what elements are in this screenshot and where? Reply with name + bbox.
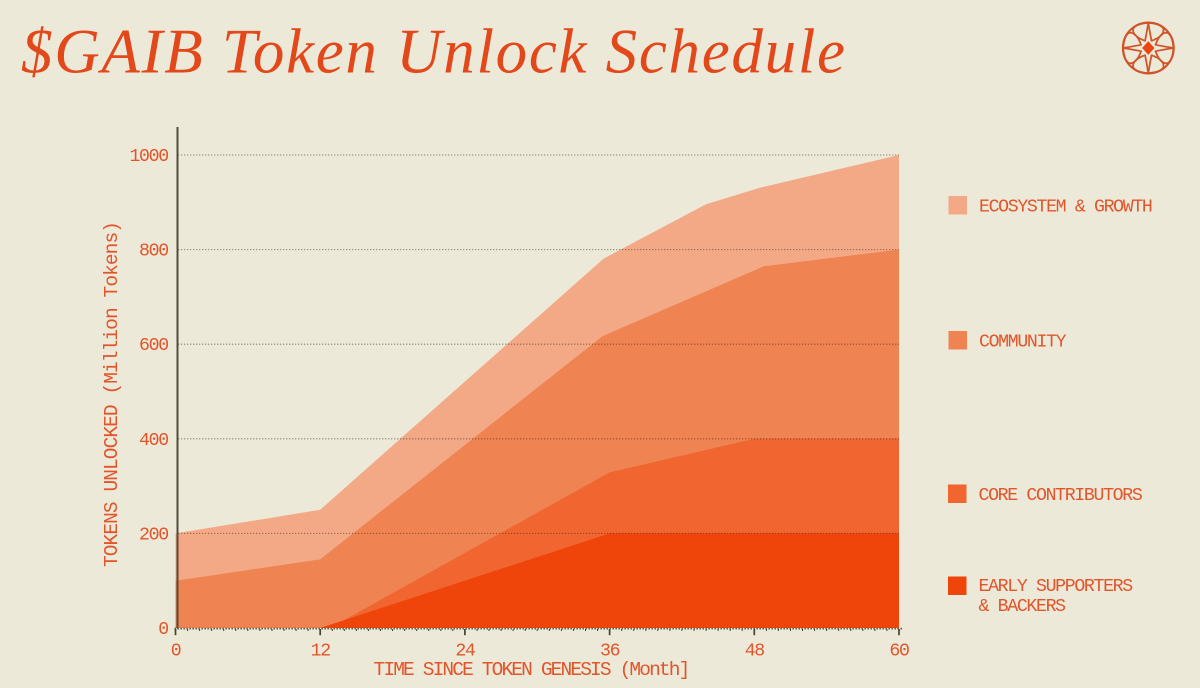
svg-text:ECOSYSTEM & GROWTH: ECOSYSTEM & GROWTH (979, 197, 1152, 217)
svg-text:$GAIB Token Unlock Schedule: $GAIB Token Unlock Schedule (21, 17, 845, 87)
svg-text:& BACKERS: & BACKERS (979, 597, 1067, 617)
svg-text:400: 400 (139, 431, 168, 451)
svg-text:12: 12 (311, 642, 331, 662)
svg-text:TOKENS UNLOCKED (Million Token: TOKENS UNLOCKED (Million Tokens) (101, 222, 123, 567)
svg-text:0: 0 (158, 620, 168, 640)
svg-text:1000: 1000 (129, 147, 168, 167)
svg-text:600: 600 (139, 336, 168, 356)
svg-text:COMMUNITY: COMMUNITY (979, 332, 1067, 352)
svg-text:48: 48 (745, 642, 765, 662)
svg-text:CORE CONTRIBUTORS: CORE CONTRIBUTORS (979, 486, 1143, 506)
svg-text:EARLY SUPPORTERS: EARLY SUPPORTERS (979, 577, 1134, 597)
svg-text:24: 24 (455, 642, 475, 662)
svg-text:36: 36 (600, 642, 620, 662)
svg-text:0: 0 (171, 642, 181, 662)
svg-text:TIME SINCE TOKEN GENESIS (Mont: TIME SINCE TOKEN GENESIS (Month] (374, 659, 689, 681)
svg-text:60: 60 (889, 642, 909, 662)
svg-text:800: 800 (139, 242, 168, 262)
svg-text:200: 200 (139, 525, 168, 545)
